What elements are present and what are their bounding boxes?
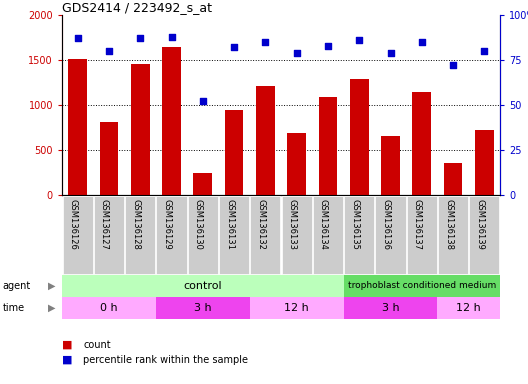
FancyBboxPatch shape [63, 196, 92, 274]
Bar [256, 86, 275, 195]
Point [199, 98, 207, 104]
Text: GSM136126: GSM136126 [69, 199, 78, 250]
Point [261, 39, 270, 45]
Text: GSM136134: GSM136134 [319, 199, 328, 250]
Point [73, 35, 82, 41]
Bar [344, 297, 437, 319]
Point [449, 62, 457, 68]
Text: 12 h: 12 h [456, 303, 481, 313]
FancyBboxPatch shape [344, 196, 374, 274]
Bar [412, 91, 431, 195]
Text: GSM136137: GSM136137 [413, 199, 422, 250]
FancyBboxPatch shape [188, 196, 218, 274]
FancyBboxPatch shape [125, 196, 155, 274]
FancyBboxPatch shape [407, 196, 437, 274]
Bar [68, 59, 87, 195]
Bar [225, 111, 243, 195]
Text: trophoblast conditioned medium: trophoblast conditioned medium [347, 281, 496, 291]
Text: 3 h: 3 h [194, 303, 212, 313]
Point [105, 48, 113, 54]
Text: ▶: ▶ [48, 281, 55, 291]
Text: GSM136130: GSM136130 [194, 199, 203, 250]
Bar [344, 275, 500, 297]
Text: GSM136128: GSM136128 [131, 199, 140, 250]
Bar [250, 297, 344, 319]
Point [480, 48, 488, 54]
Bar [162, 47, 181, 195]
Point [230, 44, 238, 50]
Text: ■: ■ [62, 355, 72, 365]
Text: time: time [3, 303, 25, 313]
Bar [381, 136, 400, 195]
FancyBboxPatch shape [94, 196, 124, 274]
Point [324, 43, 332, 49]
Point [136, 35, 145, 41]
Text: agent: agent [3, 281, 31, 291]
Text: count: count [83, 340, 111, 350]
Bar [193, 174, 212, 195]
Bar [100, 122, 118, 195]
Text: GSM136132: GSM136132 [257, 199, 266, 250]
Point [386, 50, 395, 56]
Text: percentile rank within the sample: percentile rank within the sample [83, 355, 248, 365]
Text: GSM136127: GSM136127 [100, 199, 109, 250]
Point [418, 39, 426, 45]
FancyBboxPatch shape [219, 196, 249, 274]
Text: 12 h: 12 h [284, 303, 309, 313]
Bar [318, 97, 337, 195]
Bar [62, 275, 344, 297]
Bar [131, 64, 149, 195]
Text: GSM136133: GSM136133 [288, 199, 297, 250]
Bar [437, 297, 500, 319]
Text: GSM136131: GSM136131 [225, 199, 234, 250]
Text: 0 h: 0 h [100, 303, 118, 313]
Bar [156, 297, 250, 319]
FancyBboxPatch shape [313, 196, 343, 274]
Bar [350, 79, 369, 195]
FancyBboxPatch shape [250, 196, 280, 274]
Point [355, 37, 363, 43]
Text: GSM136135: GSM136135 [350, 199, 359, 250]
Text: GSM136129: GSM136129 [163, 199, 172, 250]
FancyBboxPatch shape [438, 196, 468, 274]
FancyBboxPatch shape [281, 196, 312, 274]
Bar [62, 297, 156, 319]
FancyBboxPatch shape [469, 196, 499, 274]
FancyBboxPatch shape [375, 196, 406, 274]
Text: 3 h: 3 h [382, 303, 399, 313]
Point [167, 33, 176, 40]
Bar [444, 163, 463, 195]
Text: GSM136136: GSM136136 [382, 199, 391, 250]
FancyBboxPatch shape [156, 196, 186, 274]
Bar [287, 133, 306, 195]
Text: GSM136138: GSM136138 [444, 199, 453, 250]
Point [293, 50, 301, 56]
Text: ■: ■ [62, 340, 72, 350]
Text: ▶: ▶ [48, 303, 55, 313]
Text: GDS2414 / 223492_s_at: GDS2414 / 223492_s_at [62, 1, 212, 14]
Bar [475, 130, 494, 195]
Text: GSM136139: GSM136139 [475, 199, 484, 250]
Text: control: control [183, 281, 222, 291]
